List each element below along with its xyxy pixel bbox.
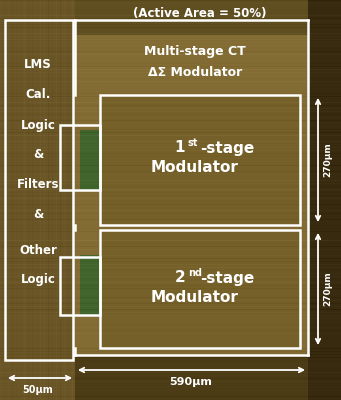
Text: Filters: Filters (17, 178, 59, 192)
Text: Logic: Logic (20, 118, 56, 132)
Text: Modulator: Modulator (151, 290, 239, 306)
Text: 270μm: 270μm (324, 272, 332, 306)
Text: 590μm: 590μm (169, 377, 212, 387)
Bar (100, 95, 300, 225)
Bar (5, 20, 73, 360)
Bar (60, 257, 100, 315)
Text: Modulator: Modulator (151, 160, 239, 176)
Text: 1: 1 (175, 140, 185, 156)
Text: -stage: -stage (200, 140, 254, 156)
Text: -stage: -stage (200, 270, 254, 286)
Text: Cal.: Cal. (25, 88, 51, 102)
Text: ΔΣ Modulator: ΔΣ Modulator (148, 66, 242, 78)
Text: 50μm: 50μm (23, 385, 54, 395)
Text: &: & (33, 208, 43, 222)
Text: (Active Area = 50%): (Active Area = 50%) (133, 8, 267, 20)
Bar (100, 230, 300, 348)
Text: LMS: LMS (24, 58, 52, 72)
Text: Logic: Logic (20, 274, 56, 286)
Text: 270μm: 270μm (324, 143, 332, 177)
Text: &: & (33, 148, 43, 162)
Text: Multi-stage CT: Multi-stage CT (144, 46, 246, 58)
Text: nd: nd (188, 268, 202, 278)
Text: st: st (188, 138, 198, 148)
Bar (60, 125, 100, 190)
Text: 2: 2 (174, 270, 185, 286)
Text: Other: Other (19, 244, 57, 256)
